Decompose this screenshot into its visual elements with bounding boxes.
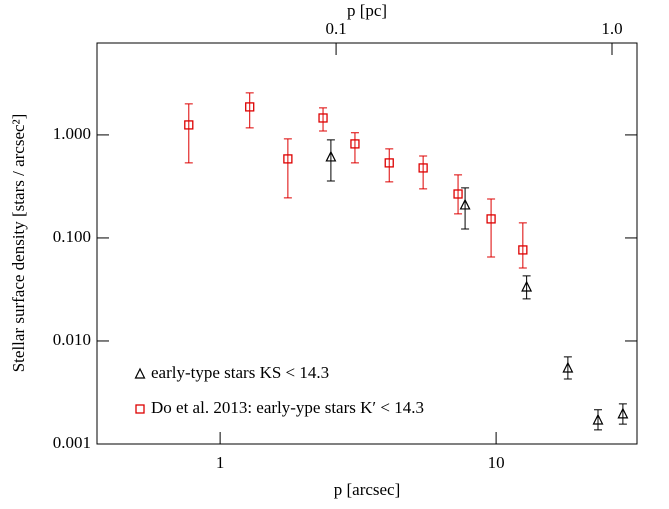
error-bar <box>487 198 496 258</box>
x2-axis-label: p [pc] <box>347 1 387 20</box>
legend-marker <box>135 404 145 414</box>
y-tick-label: 0.001 <box>53 433 91 452</box>
y-tick-label: 0.010 <box>53 330 91 349</box>
triangle-marker <box>325 150 337 162</box>
error-bar <box>283 138 292 199</box>
error-bar <box>385 148 394 183</box>
square-marker <box>486 214 496 224</box>
square-marker <box>184 120 194 130</box>
square-marker <box>245 102 255 112</box>
x2-tick-label: 1.0 <box>601 19 622 38</box>
plot-frame <box>96 42 638 445</box>
error-bar <box>593 409 602 431</box>
triangle-marker <box>562 361 574 373</box>
legend-label: early-type stars KS < 14.3 <box>151 363 329 382</box>
error-bar <box>184 103 193 164</box>
square-marker <box>318 113 328 123</box>
square-marker <box>350 139 360 149</box>
x2-tick-label: 0.1 <box>325 19 346 38</box>
x-tick-label: 1 <box>216 453 225 472</box>
legend-label: Do et al. 2013: early-ype stars K′ < 14.… <box>151 398 424 417</box>
error-bar <box>563 356 572 380</box>
triangle-marker <box>521 280 533 292</box>
legend-marker <box>134 367 146 379</box>
triangle-marker <box>459 198 471 210</box>
y-axis-label: Stellar surface density [stars / arcsec²… <box>9 114 28 373</box>
triangle-marker <box>617 407 629 419</box>
square-marker <box>418 163 428 173</box>
error-bar <box>319 107 328 132</box>
square-marker <box>283 154 293 164</box>
square-marker <box>518 245 528 255</box>
y-tick-label: 0.100 <box>53 227 91 246</box>
error-bar <box>618 403 627 425</box>
y-tick-label: 1.000 <box>53 124 91 143</box>
error-bar <box>454 174 463 215</box>
x-tick-label: 10 <box>488 453 505 472</box>
square-marker <box>384 158 394 168</box>
triangle-marker <box>592 413 604 425</box>
x-axis-label: p [arcsec] <box>334 480 401 499</box>
square-marker <box>453 189 463 199</box>
error-bar <box>522 275 531 300</box>
